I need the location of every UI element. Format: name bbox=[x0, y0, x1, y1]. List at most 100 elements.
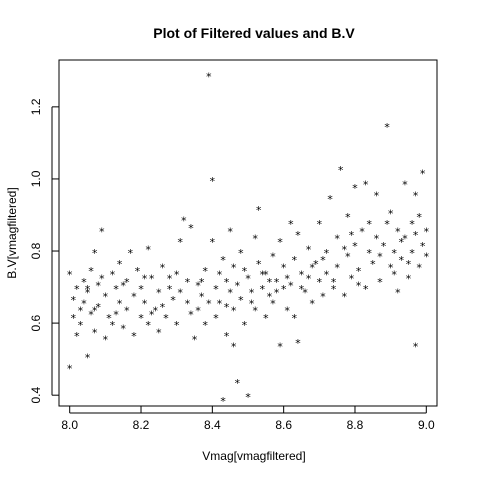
data-point: * bbox=[109, 319, 116, 332]
y-tick-label: 0.8 bbox=[29, 242, 43, 259]
data-point: * bbox=[195, 305, 202, 318]
data-point: * bbox=[141, 272, 148, 285]
data-point: * bbox=[123, 305, 130, 318]
data-point: * bbox=[348, 272, 355, 285]
data-point: * bbox=[280, 261, 287, 274]
data-point: * bbox=[205, 70, 212, 83]
data-point: * bbox=[270, 251, 277, 264]
y-axis-label: B.V[vmagfiltered] bbox=[5, 187, 19, 278]
data-point: * bbox=[216, 269, 223, 282]
data-point: * bbox=[134, 265, 141, 278]
data-point: * bbox=[291, 312, 298, 325]
data-point: * bbox=[241, 319, 248, 332]
data-point: * bbox=[191, 334, 198, 347]
data-point: * bbox=[355, 279, 362, 292]
data-point: * bbox=[416, 211, 423, 224]
data-point: * bbox=[166, 272, 173, 285]
data-point: * bbox=[330, 283, 337, 296]
data-point: * bbox=[109, 269, 116, 282]
data-point: * bbox=[98, 272, 105, 285]
data-point: * bbox=[252, 233, 259, 246]
data-point: * bbox=[266, 276, 273, 289]
data-point: * bbox=[177, 287, 184, 300]
data-point: * bbox=[398, 236, 405, 249]
data-point: * bbox=[234, 279, 241, 292]
data-point: * bbox=[305, 272, 312, 285]
data-point: * bbox=[263, 269, 270, 282]
data-point: * bbox=[180, 215, 187, 228]
data-point: * bbox=[70, 294, 77, 307]
data-point: * bbox=[184, 297, 191, 310]
data-point: * bbox=[259, 283, 266, 296]
data-point: * bbox=[409, 218, 416, 231]
x-tick-label: 8.0 bbox=[61, 418, 78, 432]
data-point: * bbox=[391, 269, 398, 282]
data-point: * bbox=[384, 121, 391, 134]
x-tick-label: 8.6 bbox=[275, 418, 292, 432]
data-point: * bbox=[277, 236, 284, 249]
data-point: * bbox=[312, 258, 319, 271]
data-point: * bbox=[412, 189, 419, 202]
data-point: * bbox=[384, 218, 391, 231]
data-point: * bbox=[373, 233, 380, 246]
data-point: * bbox=[305, 243, 312, 256]
y-tick-label: 0.4 bbox=[29, 387, 43, 404]
data-point: * bbox=[394, 225, 401, 238]
data-point: * bbox=[230, 261, 237, 274]
data-point: * bbox=[377, 276, 384, 289]
data-point: * bbox=[120, 279, 127, 292]
data-point: * bbox=[116, 297, 123, 310]
data-point: * bbox=[159, 301, 166, 314]
data-point: * bbox=[234, 377, 241, 390]
data-point: * bbox=[227, 287, 234, 300]
data-point: * bbox=[141, 297, 148, 310]
data-point: * bbox=[230, 305, 237, 318]
data-point: * bbox=[302, 287, 309, 300]
data-point: * bbox=[223, 330, 230, 343]
data-point: * bbox=[131, 290, 138, 303]
data-point: * bbox=[156, 326, 163, 339]
data-point: * bbox=[102, 290, 109, 303]
data-point: * bbox=[198, 276, 205, 289]
data-point: * bbox=[295, 337, 302, 350]
data-point: * bbox=[195, 279, 202, 292]
data-point: * bbox=[295, 229, 302, 242]
data-point: * bbox=[98, 225, 105, 238]
data-point: * bbox=[166, 283, 173, 296]
data-point: * bbox=[91, 305, 98, 318]
data-point: * bbox=[209, 175, 216, 188]
data-point: * bbox=[81, 276, 88, 289]
data-point: * bbox=[127, 247, 134, 260]
data-point: * bbox=[138, 312, 145, 325]
data-point: * bbox=[412, 229, 419, 242]
data-point: * bbox=[291, 254, 298, 267]
data-point: * bbox=[316, 276, 323, 289]
data-point: * bbox=[352, 240, 359, 253]
data-point: * bbox=[145, 319, 152, 332]
data-point: * bbox=[380, 240, 387, 253]
data-point: * bbox=[77, 305, 84, 318]
data-point: * bbox=[95, 301, 102, 314]
data-point: * bbox=[255, 258, 262, 271]
data-point: * bbox=[145, 243, 152, 256]
data-point: * bbox=[284, 305, 291, 318]
data-point: * bbox=[341, 290, 348, 303]
data-point: * bbox=[84, 352, 91, 365]
data-point: * bbox=[341, 243, 348, 256]
data-point: * bbox=[227, 225, 234, 238]
data-point: * bbox=[387, 207, 394, 220]
data-point: * bbox=[419, 168, 426, 181]
data-point: * bbox=[74, 283, 81, 296]
data-point: * bbox=[66, 362, 73, 375]
data-point: * bbox=[220, 254, 227, 267]
data-point: * bbox=[88, 265, 95, 278]
data-point: * bbox=[202, 319, 209, 332]
data-point: * bbox=[188, 222, 195, 235]
data-point: * bbox=[377, 251, 384, 264]
data-point: * bbox=[405, 272, 412, 285]
data-point: * bbox=[152, 305, 159, 318]
data-point: * bbox=[352, 182, 359, 195]
data-point: * bbox=[277, 341, 284, 354]
data-point: * bbox=[345, 211, 352, 224]
data-point: * bbox=[202, 265, 209, 278]
